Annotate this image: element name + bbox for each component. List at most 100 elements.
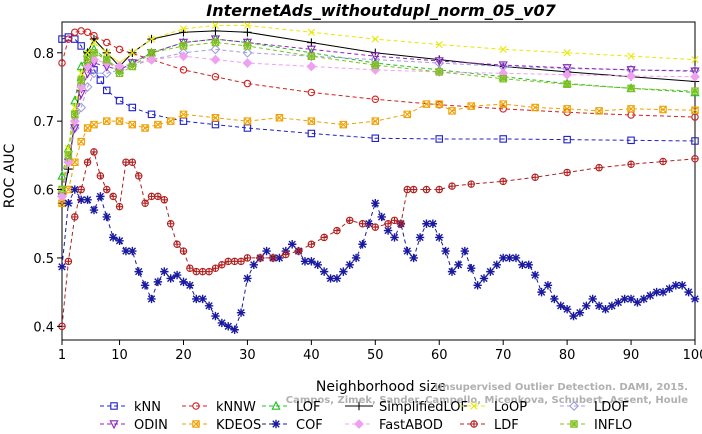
data-point bbox=[601, 305, 610, 314]
data-point bbox=[282, 250, 290, 259]
data-point bbox=[627, 84, 635, 93]
legend-item-cof: COF bbox=[262, 418, 323, 433]
data-point bbox=[210, 54, 221, 65]
data-point bbox=[236, 308, 246, 317]
data-point bbox=[153, 277, 163, 287]
legend-label: KDEOS bbox=[216, 418, 261, 433]
data-point bbox=[147, 192, 156, 201]
data-point bbox=[224, 257, 232, 266]
x-tick-label: 100 bbox=[683, 348, 702, 363]
legend-marker bbox=[569, 401, 579, 411]
data-point bbox=[83, 55, 92, 64]
data-point bbox=[115, 69, 124, 78]
data-point bbox=[345, 260, 354, 269]
data-point bbox=[307, 38, 316, 47]
data-point bbox=[435, 100, 443, 108]
data-point bbox=[639, 294, 649, 304]
data-point bbox=[627, 136, 635, 145]
legend-label: INFLO bbox=[594, 418, 632, 433]
data-point bbox=[179, 110, 188, 119]
data-point bbox=[333, 226, 341, 235]
data-point bbox=[313, 260, 322, 269]
data-point bbox=[179, 247, 188, 255]
data-point bbox=[435, 135, 443, 143]
data-point bbox=[306, 61, 317, 72]
series-cof bbox=[57, 185, 700, 334]
data-point bbox=[166, 220, 175, 228]
data-point bbox=[607, 301, 617, 311]
data-point bbox=[486, 267, 495, 276]
data-point bbox=[646, 291, 655, 300]
legend-marker bbox=[109, 420, 119, 430]
data-point bbox=[205, 267, 213, 276]
data-point bbox=[166, 274, 175, 283]
data-point bbox=[249, 260, 259, 269]
data-point bbox=[371, 117, 380, 125]
legend-item-knnw: kNNW bbox=[182, 400, 256, 415]
data-point bbox=[147, 49, 156, 57]
data-point bbox=[345, 216, 354, 224]
data-point bbox=[77, 76, 85, 84]
data-point bbox=[511, 253, 521, 263]
data-point bbox=[422, 185, 431, 194]
data-point bbox=[243, 274, 252, 283]
x-tick-label: 90 bbox=[623, 348, 640, 363]
data-point bbox=[397, 220, 405, 228]
x-tick-label: 30 bbox=[239, 348, 256, 363]
data-point bbox=[179, 66, 188, 74]
data-point bbox=[230, 257, 239, 266]
data-point bbox=[185, 281, 195, 290]
data-point bbox=[243, 28, 252, 37]
data-point bbox=[211, 311, 220, 321]
data-point bbox=[211, 264, 220, 272]
data-point bbox=[147, 110, 156, 119]
data-point bbox=[499, 105, 507, 113]
data-point bbox=[339, 267, 348, 276]
data-point bbox=[441, 246, 450, 256]
data-point bbox=[128, 62, 137, 71]
watermark-line-2: Campos, Zimek, Sander, Campello, Micenko… bbox=[286, 395, 688, 406]
data-point bbox=[224, 322, 233, 331]
data-point bbox=[627, 105, 635, 113]
data-point bbox=[435, 68, 443, 76]
data-point bbox=[179, 25, 188, 33]
data-point bbox=[678, 281, 687, 290]
series-ldf bbox=[58, 148, 699, 330]
legend-marker bbox=[271, 400, 281, 410]
data-point bbox=[562, 64, 572, 74]
data-point bbox=[77, 185, 85, 194]
data-point bbox=[575, 308, 585, 317]
data-point bbox=[537, 287, 546, 297]
data-point bbox=[652, 287, 661, 297]
watermark-line-1: Unsupervised Outlier Detection. DAMI, 20… bbox=[434, 382, 688, 393]
series-kdeos bbox=[58, 100, 699, 207]
data-point bbox=[243, 254, 252, 262]
data-point bbox=[447, 267, 457, 276]
data-point bbox=[160, 267, 169, 276]
data-point bbox=[627, 52, 635, 60]
legend-marker bbox=[110, 402, 118, 410]
data-point bbox=[128, 49, 136, 57]
y-tick-label: 0.6 bbox=[33, 184, 54, 199]
legend-marker bbox=[192, 402, 200, 410]
data-point bbox=[498, 253, 508, 263]
data-point bbox=[64, 35, 73, 43]
data-point bbox=[237, 257, 245, 266]
data-point bbox=[626, 66, 636, 76]
data-point bbox=[294, 247, 303, 255]
data-point bbox=[307, 257, 316, 266]
data-point bbox=[76, 61, 86, 71]
legend-label: LOF bbox=[296, 400, 321, 415]
data-point bbox=[192, 267, 201, 276]
data-point bbox=[627, 160, 635, 168]
data-point bbox=[671, 281, 681, 290]
data-point bbox=[467, 263, 476, 273]
data-point bbox=[166, 117, 175, 125]
legend-label: LDOF bbox=[594, 400, 629, 415]
data-point bbox=[256, 254, 264, 262]
data-point bbox=[179, 42, 188, 50]
data-point bbox=[659, 105, 667, 114]
data-point bbox=[211, 26, 220, 36]
data-point bbox=[563, 105, 571, 113]
